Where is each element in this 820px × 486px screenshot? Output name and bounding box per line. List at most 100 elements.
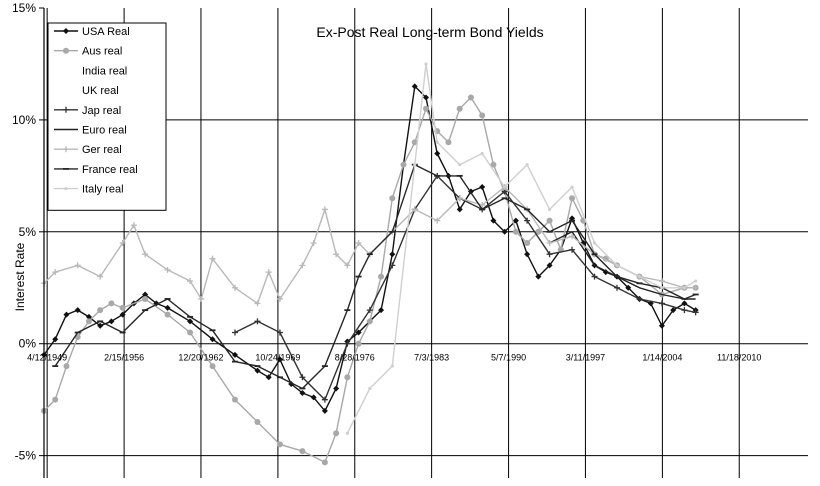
- series-ger-real-marker: [119, 240, 126, 246]
- series-usa-real-marker: [490, 217, 497, 224]
- series-ger-real-marker: [142, 251, 149, 258]
- series-aus-real-marker: [355, 340, 362, 347]
- series-usa-real-marker: [546, 262, 553, 269]
- y-axis-label: Interest Rate: [13, 242, 27, 311]
- axes: 15% 10% 5% 0% -5% 4/12/1949 2/15/1956 12/20/196…: [12, 1, 761, 478]
- x-tick-label: 1/14/2004: [642, 353, 682, 363]
- legend-item-usa-real: USA Real: [54, 26, 130, 38]
- legend-swatch-marker: [63, 28, 69, 34]
- series-jap-real-marker: [569, 246, 576, 253]
- legend-swatch-marker: [63, 47, 69, 54]
- series-ger-real-marker: [546, 240, 553, 246]
- series-aus-real-marker: [423, 105, 429, 112]
- series-ger-real-marker: [254, 300, 261, 307]
- series-usa-real-marker: [299, 389, 306, 396]
- series-usa-real-marker: [434, 150, 441, 157]
- series-usa-real-marker: [164, 304, 171, 311]
- legend-item-ger-real: Ger real: [54, 144, 122, 156]
- legend-label: France real: [82, 164, 138, 176]
- series-ger-real-marker: [569, 233, 576, 240]
- series-usa-real-marker: [74, 307, 81, 314]
- series-jap-real-marker: [524, 217, 531, 224]
- series-usa-real-marker: [625, 284, 632, 291]
- series-italy-real-marker: [694, 279, 698, 283]
- series-usa-real-marker: [310, 394, 317, 401]
- legend-label: Aus real: [82, 46, 122, 58]
- series-aus-real-marker: [366, 318, 373, 325]
- series-italy-real-marker: [413, 163, 417, 167]
- series-italy-real-marker: [637, 274, 642, 279]
- series-italy-real-marker: [682, 286, 687, 290]
- series-jap-real-marker: [232, 329, 238, 336]
- series-usa-real-marker: [658, 322, 665, 329]
- series-ger-real-marker: [232, 284, 238, 291]
- series-aus-real-marker: [400, 161, 407, 168]
- series-aus-real-marker: [299, 448, 306, 455]
- series-aus-real-marker: [119, 304, 126, 311]
- series-ger-real-marker: [97, 273, 104, 280]
- series-usa-real-marker: [321, 407, 328, 414]
- series-ger-real-marker: [658, 278, 665, 285]
- legend-box: [47, 22, 167, 211]
- series-aus-real-marker: [546, 217, 553, 224]
- series-usa-real-marker: [52, 336, 59, 343]
- series-usa-real-marker: [535, 273, 542, 280]
- legend-label: Jap real: [82, 105, 121, 117]
- series-usa-real-marker: [333, 385, 340, 392]
- series-aus-real-marker: [445, 139, 452, 146]
- legend-item-italy-real: Italy real: [54, 184, 124, 196]
- series-aus-real-marker: [142, 295, 149, 302]
- series-jap-real-marker: [321, 396, 328, 403]
- series-usa-real-marker: [187, 318, 194, 325]
- x-tick-label: 3/11/1997: [566, 353, 605, 363]
- series-aus-real-marker: [164, 311, 171, 318]
- x-tick-label: 8/28/1976: [335, 353, 375, 363]
- series-jap-real-marker: [658, 300, 665, 307]
- series-aus-real-marker: [456, 105, 463, 112]
- series-aus-real-marker: [333, 430, 340, 437]
- x-tick-label: 7/3/1983: [414, 353, 449, 363]
- legend-item-france-real: France real: [54, 164, 138, 176]
- series-ger-real-marker: [276, 295, 283, 302]
- series-italy-real-marker: [525, 163, 529, 167]
- series-ger-real-marker: [265, 269, 272, 276]
- series-aus-real-marker: [524, 240, 531, 246]
- series-ger-real-marker: [333, 251, 340, 258]
- series-italy-real-marker: [570, 185, 574, 189]
- series-ger-real-marker: [299, 262, 306, 269]
- series-ger-real-marker: [164, 266, 171, 273]
- series-aus-real-marker: [276, 441, 283, 448]
- series-usa-real-marker: [479, 184, 486, 191]
- y-tick-label: 0%: [19, 337, 37, 351]
- series-usa-real-marker: [265, 374, 272, 381]
- series-jap-real-marker: [389, 262, 396, 269]
- series-ger-real-marker: [74, 262, 81, 269]
- series-italy-real-marker: [424, 62, 428, 66]
- series-line-italy-real: [346, 63, 696, 434]
- series-ger-real-marker: [411, 206, 418, 213]
- series-italy-real-marker: [547, 207, 552, 212]
- series-aus-real-marker: [97, 307, 104, 314]
- legend-item-euro-real: Euro real: [54, 125, 127, 137]
- series-usa-real-marker: [209, 336, 216, 343]
- series-ger-real-marker: [310, 240, 317, 246]
- series-aus-real-marker: [209, 363, 216, 370]
- legend-swatch-marker: [63, 146, 69, 153]
- series-usa-real-marker: [670, 307, 677, 314]
- series-jap-real-marker: [692, 309, 699, 316]
- legend-label: UK real: [82, 85, 119, 97]
- series-usa-real-marker: [501, 228, 508, 235]
- series-ger-real-marker: [52, 269, 59, 276]
- x-tick-label: 12/20/1962: [178, 353, 223, 363]
- series-jap-real-marker: [636, 295, 643, 302]
- series-aus-real-marker: [344, 374, 351, 381]
- series-line-euro-real: [549, 231, 696, 300]
- legend-item-uk-real: UK real: [82, 85, 119, 97]
- series-jap-real: [232, 172, 699, 403]
- series-jap-real-marker: [681, 307, 688, 314]
- series-ger-real-marker: [344, 262, 351, 269]
- series-jap-real-marker: [344, 340, 351, 347]
- series-jap-real-marker: [299, 374, 306, 381]
- series-usa-real-marker: [232, 351, 238, 358]
- series-italy-real: [345, 62, 698, 435]
